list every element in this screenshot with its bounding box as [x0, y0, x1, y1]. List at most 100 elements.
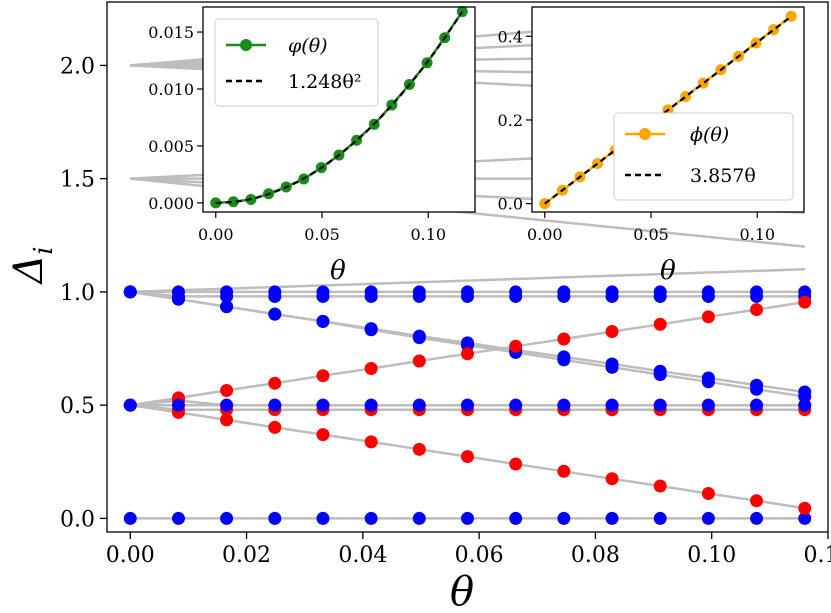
legend-label-phi: φ(θ) — [288, 35, 328, 57]
data-point-blue — [701, 375, 715, 389]
data-point-red — [316, 369, 330, 383]
inset-y-tick-label: 0.015 — [148, 23, 194, 42]
inset-right-x-axis-title: θ — [660, 256, 676, 286]
data-point-red — [268, 420, 282, 434]
data-point-blue — [364, 511, 378, 525]
data-point-blue — [557, 289, 571, 303]
series-marker — [456, 6, 468, 18]
inset-right-x-axis-ticks: 0.00 0.05 0.10 — [527, 212, 775, 244]
inset-left-frame — [202, 6, 476, 213]
data-point-blue — [412, 289, 426, 303]
inset-y-tick-label: 0.000 — [148, 194, 194, 213]
data-point-blue — [750, 511, 764, 525]
legend-marker-phi — [240, 39, 252, 51]
data-point-blue — [653, 289, 667, 303]
data-point-blue — [220, 398, 234, 412]
inset-right-y-axis-ticks: 0.0 0.2 0.4 — [498, 27, 532, 214]
data-point-blue — [605, 289, 619, 303]
data-point-blue — [798, 511, 812, 525]
data-point-blue — [605, 360, 619, 374]
data-point-blue — [653, 368, 667, 382]
data-point-red — [220, 413, 234, 427]
data-point-blue — [220, 289, 234, 303]
data-point-blue — [171, 398, 185, 412]
data-point-blue — [412, 511, 426, 525]
data-point-blue — [171, 292, 185, 306]
inset-right: 0.00 0.05 0.10 0.0 0.2 0.4 θ ϕ(θ) 3.857θ — [498, 6, 805, 286]
legend-label-phi-orange: ϕ(θ) — [690, 124, 729, 146]
main-x-axis-title: θ — [450, 569, 474, 613]
x-tick-label: 0.04 — [338, 543, 387, 568]
data-point-blue — [123, 511, 137, 525]
inset-y-tick-label: 0.2 — [498, 111, 523, 130]
data-point-red — [701, 310, 715, 324]
data-point-blue — [653, 511, 667, 525]
x-tick-label: 0.08 — [571, 543, 620, 568]
data-point-red — [653, 317, 667, 331]
data-point-blue — [364, 398, 378, 412]
data-point-blue — [750, 289, 764, 303]
data-point-blue — [220, 300, 234, 314]
data-point-blue — [750, 382, 764, 396]
x-tick-label: 0.10 — [687, 543, 736, 568]
inset-x-tick-label: 0.05 — [304, 225, 340, 244]
data-point-blue — [461, 398, 474, 412]
inset-left-legend: φ(θ) 1.248θ² — [214, 18, 379, 107]
data-point-blue — [461, 511, 474, 525]
data-point-blue — [798, 398, 812, 412]
data-point-blue — [750, 398, 764, 412]
data-point-blue — [605, 398, 619, 412]
data-point-blue — [316, 511, 330, 525]
x-tick-label: 0.02 — [222, 543, 271, 568]
data-point-blue — [509, 511, 523, 525]
data-point-red — [364, 361, 378, 375]
main-y-axis-title-subscript: i — [29, 246, 59, 254]
x-tick-label: 0.06 — [455, 543, 504, 568]
inset-left-series — [210, 6, 468, 209]
data-point-blue — [701, 511, 715, 525]
inset-x-tick-label: 0.00 — [527, 225, 563, 244]
data-point-red — [798, 501, 812, 515]
data-point-blue — [412, 398, 426, 412]
inset-left-x-axis-ticks: 0.00 0.05 0.10 — [198, 212, 446, 244]
inset-x-tick-label: 0.00 — [198, 225, 234, 244]
inset-y-tick-label: 0.4 — [498, 27, 523, 46]
fit-curve — [215, 10, 464, 204]
data-point-red — [557, 332, 571, 346]
data-point-red — [557, 464, 571, 478]
data-point-blue — [268, 511, 282, 525]
legend-label-fit-linear: 3.857θ — [690, 165, 756, 187]
y-tick-label: 0.5 — [60, 394, 95, 419]
inset-y-tick-label: 0.0 — [498, 195, 523, 214]
data-point-red — [605, 325, 619, 339]
inset-right-frame — [531, 6, 805, 213]
data-point-red — [750, 494, 764, 508]
data-point-blue — [701, 289, 715, 303]
inset-y-tick-label: 0.005 — [148, 137, 194, 156]
data-point-red — [461, 450, 474, 464]
data-point-red — [701, 486, 715, 500]
data-point-blue — [123, 285, 137, 299]
series-marker — [210, 197, 222, 209]
inset-x-tick-label: 0.05 — [633, 225, 669, 244]
inset-left-y-axis-ticks: 0.000 0.005 0.010 0.015 — [148, 23, 203, 213]
data-point-blue — [123, 398, 137, 412]
data-point-blue — [268, 398, 282, 412]
fit-curve — [544, 15, 792, 205]
data-point-red — [220, 383, 234, 397]
data-point-blue — [605, 511, 619, 525]
inset-y-tick-label: 0.010 — [148, 80, 194, 99]
y-tick-label: 2.0 — [60, 54, 95, 79]
inset-left-x-axis-title: θ — [330, 256, 346, 286]
data-point-blue — [220, 511, 234, 525]
inset-x-tick-label: 0.10 — [410, 225, 446, 244]
data-point-red — [364, 435, 378, 449]
main-points — [123, 285, 812, 525]
data-point-blue — [509, 289, 523, 303]
x-tick-label: 0.12 — [804, 543, 831, 568]
data-point-blue — [268, 289, 282, 303]
inset-x-tick-label: 0.10 — [739, 225, 775, 244]
data-point-red — [461, 347, 474, 361]
data-point-blue — [316, 398, 330, 412]
data-point-red — [653, 479, 667, 493]
